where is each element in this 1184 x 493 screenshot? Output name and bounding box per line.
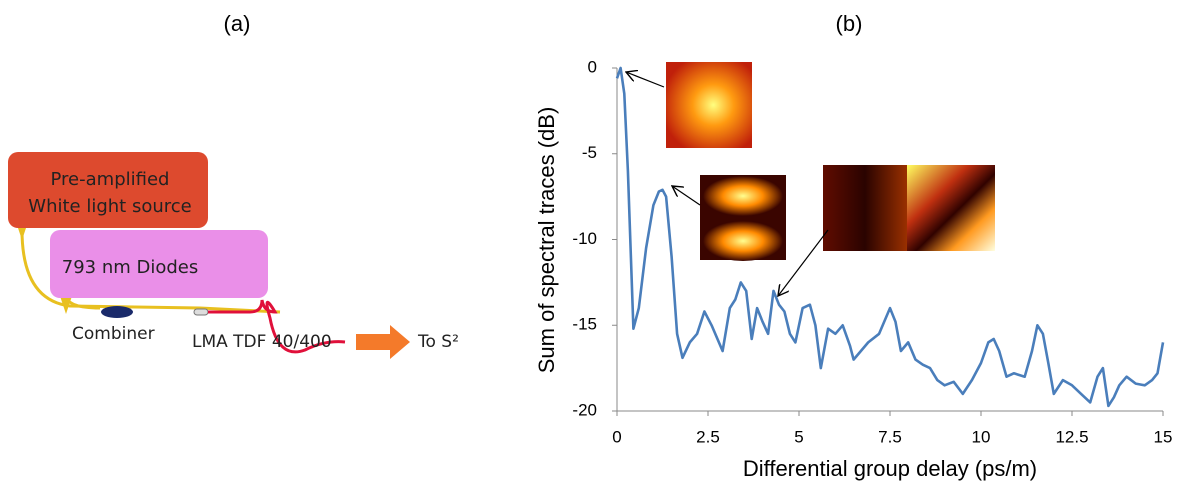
x-axis-title: Differential group delay (ps/m) [743, 456, 1037, 481]
x-tick-label: 15 [1154, 427, 1173, 446]
diodes-box [50, 230, 268, 298]
connector [60, 296, 72, 314]
source-label: White light source [28, 196, 191, 217]
chart: (b) Differential group delay (ps/m) Sum … [534, 11, 1173, 481]
splice [193, 308, 209, 316]
x-tick-label: 5 [794, 427, 803, 446]
fiber-label: LMA TDF 40/400 [192, 332, 332, 352]
combiner-label: Combiner [72, 324, 155, 344]
lobe [703, 176, 783, 216]
y-tick-label: -20 [572, 400, 597, 419]
source-box [8, 152, 208, 228]
output-label: To S² [417, 332, 459, 352]
panel-label: (b) [836, 11, 863, 36]
y-tick-label: -10 [572, 229, 597, 248]
y-tick-label: 0 [588, 57, 597, 76]
output-arrow [356, 325, 410, 359]
insets [626, 62, 995, 296]
fiber [20, 229, 281, 314]
diagram: (a) Pre-amplified White light source 793… [8, 11, 459, 359]
y-axis-title: Sum of spectral traces (dB) [534, 107, 559, 374]
diodes-label: 793 nm Diodes [62, 257, 199, 278]
x-tick-label: 7.5 [878, 427, 902, 446]
data-line [615, 66, 1165, 408]
y-tick-label: -15 [572, 315, 597, 334]
panel-label: (a) [224, 11, 251, 36]
y-tick-label: -5 [582, 143, 597, 162]
x-tick-label: 12.5 [1055, 427, 1088, 446]
mode-image [823, 165, 907, 251]
mode-image [666, 62, 752, 148]
phase-image [907, 165, 995, 251]
pointer [672, 186, 701, 206]
pointer [626, 72, 665, 88]
x-tick-label: 2.5 [696, 427, 720, 446]
x-tick-label: 0 [612, 427, 621, 446]
gain-fiber [208, 299, 346, 354]
lobe [703, 221, 783, 261]
combiner [101, 306, 133, 318]
x-tick-label: 10 [972, 427, 991, 446]
pointer [778, 229, 829, 296]
source-label: Pre-amplified [51, 169, 170, 190]
